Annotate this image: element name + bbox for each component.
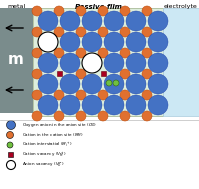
- Circle shape: [98, 48, 108, 58]
- Circle shape: [60, 95, 80, 115]
- Circle shape: [32, 111, 42, 121]
- Circle shape: [54, 111, 64, 121]
- Circle shape: [54, 48, 64, 58]
- Circle shape: [126, 32, 146, 52]
- Circle shape: [54, 90, 64, 100]
- Circle shape: [120, 69, 130, 79]
- Circle shape: [148, 74, 168, 94]
- Text: Passive film: Passive film: [75, 4, 121, 10]
- Circle shape: [38, 11, 58, 31]
- Circle shape: [106, 80, 112, 86]
- Circle shape: [32, 48, 42, 58]
- Circle shape: [38, 95, 58, 115]
- Bar: [163, 8, 199, 116]
- Circle shape: [32, 27, 42, 37]
- Text: Cation in the cation site ($\mathit{M_M}$): Cation in the cation site ($\mathit{M_M}…: [22, 131, 84, 139]
- Circle shape: [120, 27, 130, 37]
- Circle shape: [32, 6, 42, 16]
- Circle shape: [142, 27, 152, 37]
- Circle shape: [126, 53, 146, 73]
- Circle shape: [148, 32, 168, 52]
- Circle shape: [142, 90, 152, 100]
- Text: Cation interstatial ($\mathit{M_i^+}$): Cation interstatial ($\mathit{M_i^+}$): [22, 140, 73, 149]
- Circle shape: [98, 27, 108, 37]
- Circle shape: [76, 90, 86, 100]
- Text: metal: metal: [7, 4, 25, 9]
- Circle shape: [7, 160, 16, 170]
- Text: Cation vacancy ($\mathit{V_M^+}$): Cation vacancy ($\mathit{V_M^+}$): [22, 150, 67, 160]
- Circle shape: [82, 53, 102, 73]
- Circle shape: [54, 6, 64, 16]
- Circle shape: [76, 111, 86, 121]
- Text: Oxygen anion in the anion site ($\mathit{O_O}$): Oxygen anion in the anion site ($\mathit…: [22, 121, 97, 129]
- Circle shape: [104, 32, 124, 52]
- Circle shape: [142, 6, 152, 16]
- Circle shape: [120, 111, 130, 121]
- Circle shape: [38, 53, 58, 73]
- Circle shape: [98, 90, 108, 100]
- Bar: [0, 8, 33, 113]
- Bar: [101, 71, 106, 76]
- Circle shape: [38, 32, 58, 52]
- Bar: [8, 152, 13, 157]
- Circle shape: [148, 53, 168, 73]
- Circle shape: [60, 53, 80, 73]
- Circle shape: [7, 132, 14, 139]
- Circle shape: [76, 48, 86, 58]
- Circle shape: [82, 74, 102, 94]
- Text: Anion vacancy ($\mathit{V_O^-}$): Anion vacancy ($\mathit{V_O^-}$): [22, 161, 65, 169]
- Circle shape: [104, 53, 124, 73]
- Circle shape: [148, 95, 168, 115]
- Text: electrolyte: electrolyte: [164, 4, 198, 9]
- Circle shape: [38, 74, 58, 94]
- Circle shape: [104, 95, 124, 115]
- Circle shape: [60, 11, 80, 31]
- Circle shape: [142, 48, 152, 58]
- Circle shape: [32, 90, 42, 100]
- Text: m: m: [8, 53, 24, 67]
- Bar: [33, 8, 163, 116]
- Circle shape: [7, 142, 13, 148]
- Circle shape: [126, 11, 146, 31]
- Circle shape: [54, 27, 64, 37]
- Circle shape: [82, 95, 102, 115]
- Circle shape: [76, 27, 86, 37]
- Circle shape: [113, 80, 119, 86]
- Circle shape: [126, 74, 146, 94]
- Circle shape: [60, 74, 80, 94]
- Circle shape: [60, 32, 80, 52]
- Circle shape: [126, 95, 146, 115]
- Circle shape: [120, 90, 130, 100]
- Circle shape: [32, 69, 42, 79]
- Circle shape: [7, 121, 16, 129]
- Circle shape: [76, 6, 86, 16]
- Circle shape: [98, 111, 108, 121]
- Circle shape: [104, 11, 124, 31]
- Circle shape: [120, 48, 130, 58]
- Circle shape: [82, 11, 102, 31]
- Circle shape: [120, 6, 130, 16]
- Circle shape: [76, 69, 86, 79]
- Bar: [57, 71, 62, 76]
- Circle shape: [104, 74, 124, 94]
- Circle shape: [98, 6, 108, 16]
- Circle shape: [142, 111, 152, 121]
- Circle shape: [148, 11, 168, 31]
- Circle shape: [142, 69, 152, 79]
- Circle shape: [82, 32, 102, 52]
